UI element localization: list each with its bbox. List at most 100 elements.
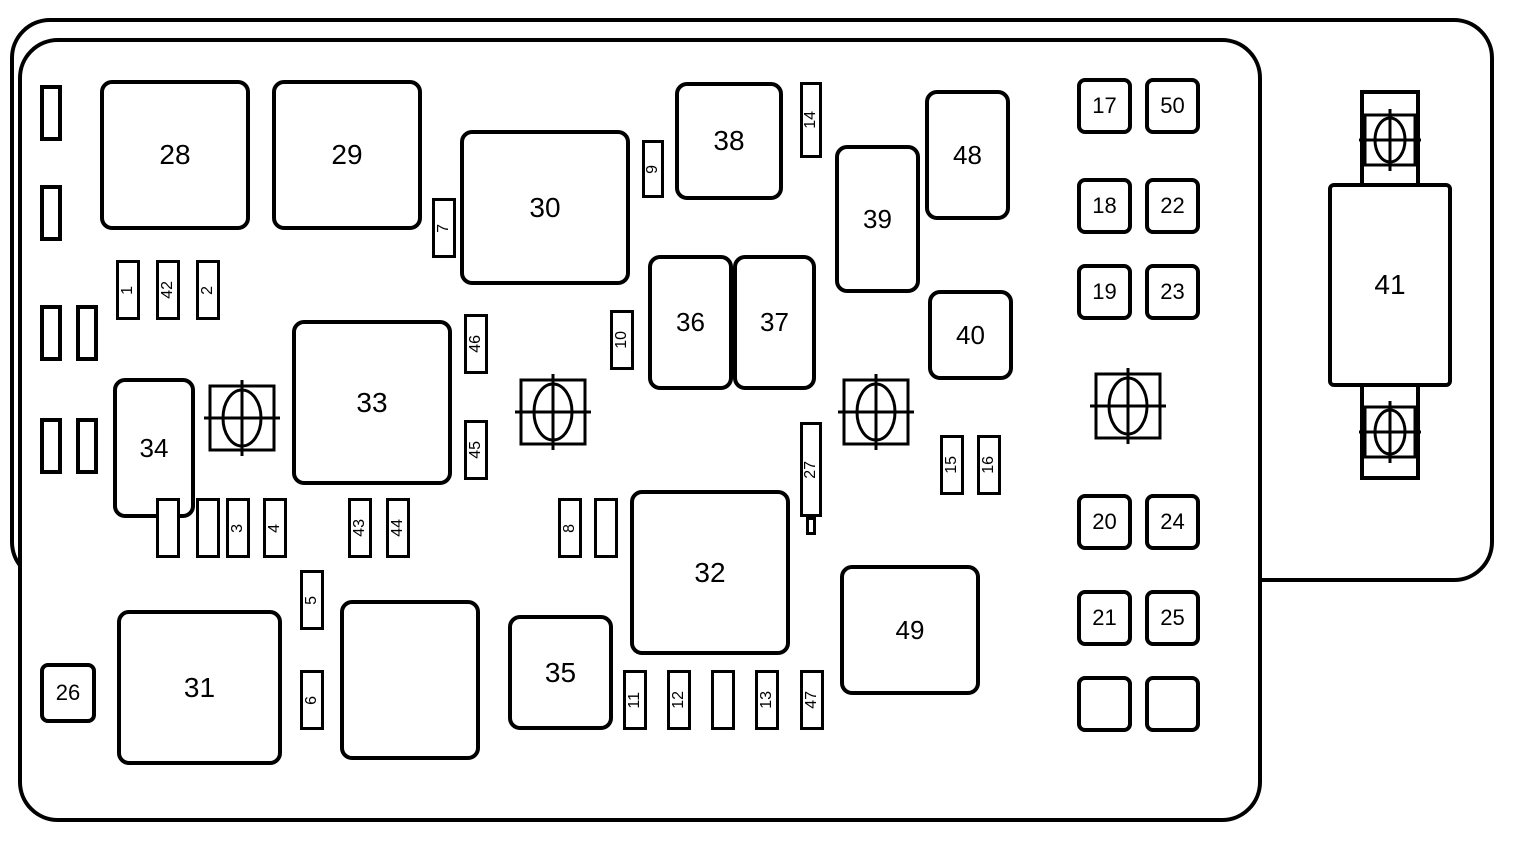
fuse-29: 29 xyxy=(272,80,422,230)
fuse-label-32: 32 xyxy=(694,557,725,589)
fuse-side-d xyxy=(40,418,62,474)
fuse-label-33: 33 xyxy=(356,387,387,419)
fuse-48: 48 xyxy=(925,90,1010,220)
fuse-label-45: 45 xyxy=(467,441,485,459)
fuse-label-47: 47 xyxy=(803,691,821,709)
fuse-label-40: 40 xyxy=(956,320,985,351)
fuse-22: 22 xyxy=(1145,178,1200,234)
fuse-16: 16 xyxy=(977,435,1001,495)
fuse-side-c xyxy=(40,305,62,361)
fuse-side-e xyxy=(76,305,98,361)
fuse-label-50: 50 xyxy=(1160,93,1184,119)
fuse-label-3: 3 xyxy=(229,524,247,533)
fuse-label-49: 49 xyxy=(896,615,925,646)
fuse-label-6: 6 xyxy=(303,696,321,705)
fuse-label-15: 15 xyxy=(943,456,961,474)
fuse-blank-e xyxy=(594,498,618,558)
fuse-label-25: 25 xyxy=(1160,605,1184,631)
fuse-5: 5 xyxy=(300,570,324,630)
fuse-14: 14 xyxy=(800,82,822,158)
fuse-label-38: 38 xyxy=(713,125,744,157)
fuse-label-34: 34 xyxy=(140,433,169,464)
fuse-12: 12 xyxy=(667,670,691,730)
fuse-38: 38 xyxy=(675,82,783,200)
fuse-17: 17 xyxy=(1077,78,1132,134)
fuse-label-21: 21 xyxy=(1092,605,1116,631)
fuse-label-18: 18 xyxy=(1092,193,1116,219)
fuse-30: 30 xyxy=(460,130,630,285)
fuse-label-42: 42 xyxy=(159,281,177,299)
fuse-8: 8 xyxy=(558,498,582,558)
fuse-label-31: 31 xyxy=(184,672,215,704)
fuse-27-notch xyxy=(806,517,816,535)
fuse-label-28: 28 xyxy=(159,139,190,171)
fuse-3: 3 xyxy=(226,498,250,558)
fuse-label-4: 4 xyxy=(266,524,284,533)
fuse-19: 19 xyxy=(1077,264,1132,320)
fuse-label-16: 16 xyxy=(980,456,998,474)
fuse-side-a xyxy=(40,85,62,141)
fuse-label-37: 37 xyxy=(760,307,789,338)
fuse-26: 26 xyxy=(40,663,96,723)
fuse-45: 45 xyxy=(464,420,488,480)
fuse-label-24: 24 xyxy=(1160,509,1184,535)
fuse-label-29: 29 xyxy=(331,139,362,171)
fuse-27: 27 xyxy=(800,422,822,517)
fuse-label-1: 1 xyxy=(119,286,137,295)
fuse-label-12: 12 xyxy=(670,691,688,709)
fuse-13: 13 xyxy=(755,670,779,730)
fuse-label-36: 36 xyxy=(676,307,705,338)
fuse-side-b xyxy=(40,185,62,241)
fuse-blank-f xyxy=(711,670,735,730)
fuse-label-30: 30 xyxy=(529,192,560,224)
fuse-18: 18 xyxy=(1077,178,1132,234)
fuse-34: 34 xyxy=(113,378,195,518)
fuse-2: 2 xyxy=(196,260,220,320)
fuse-15: 15 xyxy=(940,435,964,495)
fuse-23: 23 xyxy=(1145,264,1200,320)
fuse-blank-a xyxy=(1077,676,1132,732)
fuse-label-9: 9 xyxy=(644,165,662,174)
fuse-label-48: 48 xyxy=(953,140,982,171)
fuse-28: 28 xyxy=(100,80,250,230)
fuse-1: 1 xyxy=(116,260,140,320)
fuse-label-17: 17 xyxy=(1092,93,1116,119)
fuse-11: 11 xyxy=(623,670,647,730)
fuse-47: 47 xyxy=(800,670,824,730)
fuse-39: 39 xyxy=(835,145,920,293)
fuse-label-8: 8 xyxy=(561,524,579,533)
fuse-4: 4 xyxy=(263,498,287,558)
fuse-label-20: 20 xyxy=(1092,509,1116,535)
fuse-43: 43 xyxy=(348,498,372,558)
fuse-label-39: 39 xyxy=(863,204,892,235)
fuse-label-19: 19 xyxy=(1092,279,1116,305)
fuse-label-13: 13 xyxy=(758,691,776,709)
fuse-10: 10 xyxy=(610,310,634,370)
fuse-20: 20 xyxy=(1077,494,1132,550)
fuse-31: 31 xyxy=(117,610,282,765)
fuse-46: 46 xyxy=(464,314,488,374)
fuse-33: 33 xyxy=(292,320,452,485)
diagram-stage: 2829303132333435363738394048492617501822… xyxy=(0,0,1522,858)
fuse-label-43: 43 xyxy=(351,519,369,537)
fuse-label-11: 11 xyxy=(626,692,644,709)
fuse-label-44: 44 xyxy=(389,519,407,537)
fuse-35: 35 xyxy=(508,615,613,730)
fuse-label-27: 27 xyxy=(802,461,820,479)
fuse-side-f xyxy=(76,418,98,474)
fuse-label-26: 26 xyxy=(56,680,80,706)
fuse-blank-c xyxy=(156,498,180,558)
fuse-44: 44 xyxy=(386,498,410,558)
fuse-label-7: 7 xyxy=(435,224,453,233)
fuse-label-23: 23 xyxy=(1160,279,1184,305)
fuse-42: 42 xyxy=(156,260,180,320)
fuse-label-10: 10 xyxy=(613,331,631,349)
fuse-37: 37 xyxy=(733,255,816,390)
fuse-label-35: 35 xyxy=(545,657,576,689)
fuse-label-14: 14 xyxy=(802,111,820,129)
fuse-24: 24 xyxy=(1145,494,1200,550)
fuse-blank-d xyxy=(196,498,220,558)
fuse-label-41: 41 xyxy=(1330,185,1450,385)
fuse-label-22: 22 xyxy=(1160,193,1184,219)
fuse-7: 7 xyxy=(432,198,456,258)
